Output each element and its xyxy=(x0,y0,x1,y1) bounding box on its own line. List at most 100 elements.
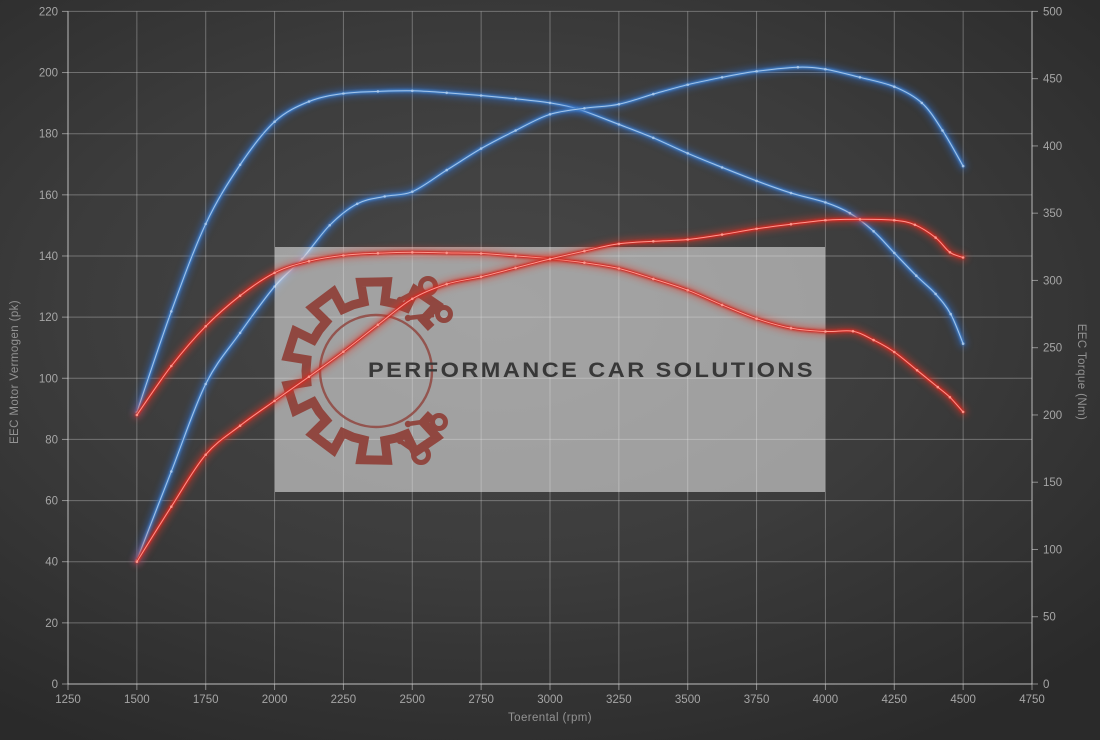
data-point-marker xyxy=(948,251,952,254)
data-point-marker xyxy=(376,323,380,327)
y-right-tick-label: 250 xyxy=(1043,343,1062,355)
y-right-tick-label: 450 xyxy=(1043,74,1062,86)
y-left-tick-label: 60 xyxy=(45,496,58,508)
x-axis-tick-label: 4500 xyxy=(950,694,976,706)
x-axis-tick-label: 3250 xyxy=(606,694,632,706)
data-point-marker xyxy=(872,230,875,233)
y-left-tick-label: 100 xyxy=(39,373,58,385)
data-point-marker xyxy=(238,424,242,428)
data-point-marker xyxy=(204,222,207,226)
data-point-marker xyxy=(720,233,724,236)
data-point-marker xyxy=(652,136,655,140)
y-left-tick-label: 80 xyxy=(45,434,58,446)
x-axis-tick-label: 1250 xyxy=(55,694,81,706)
y-left-tick-label: 220 xyxy=(39,6,58,18)
data-point-marker xyxy=(307,375,311,379)
y-right-tick-label: 300 xyxy=(1043,275,1062,287)
data-point-marker xyxy=(273,120,276,123)
y-right-tick-label: 350 xyxy=(1043,208,1062,220)
torque-curves xyxy=(132,62,968,565)
data-point-marker xyxy=(170,310,173,313)
y-left-tick-label: 0 xyxy=(52,679,58,691)
data-point-marker xyxy=(583,107,586,110)
data-point-marker xyxy=(755,227,758,231)
data-point-marker xyxy=(824,218,827,222)
data-point-marker xyxy=(686,152,689,155)
data-point-marker xyxy=(514,266,517,270)
data-point-marker xyxy=(514,254,517,258)
data-point-marker xyxy=(961,164,965,168)
data-point-marker xyxy=(445,282,449,286)
x-axis-tick-label: 2250 xyxy=(331,694,357,706)
data-point-marker xyxy=(893,350,896,354)
data-point-marker xyxy=(848,211,852,215)
data-point-marker xyxy=(652,240,655,243)
data-point-marker xyxy=(686,238,689,241)
data-point-marker xyxy=(686,288,689,292)
data-point-marker xyxy=(170,470,173,473)
y-left-tick-label: 200 xyxy=(39,68,58,80)
data-point-marker xyxy=(893,85,896,88)
data-point-marker xyxy=(824,67,827,71)
data-point-marker xyxy=(135,413,139,417)
x-axis-tick-label: 3000 xyxy=(537,694,563,706)
data-point-marker xyxy=(936,385,940,389)
data-point-marker xyxy=(583,249,586,253)
x-axis-tick-label: 3500 xyxy=(675,694,701,706)
data-point-marker xyxy=(934,292,937,296)
data-point-marker xyxy=(411,251,414,254)
data-point-marker xyxy=(514,129,517,132)
data-point-marker xyxy=(204,453,207,457)
data-point-marker xyxy=(617,102,621,106)
data-point-marker xyxy=(273,271,276,275)
data-point-marker xyxy=(445,251,449,255)
data-point-marker xyxy=(617,242,621,246)
data-point-marker xyxy=(617,267,621,270)
data-point-marker xyxy=(514,97,517,101)
data-point-marker xyxy=(948,395,952,399)
data-point-marker xyxy=(961,342,965,346)
data-point-marker xyxy=(445,168,449,172)
data-point-marker xyxy=(342,92,345,95)
data-point-marker xyxy=(273,399,276,403)
y-left-tick-label: 160 xyxy=(39,190,58,202)
data-point-marker xyxy=(824,330,827,333)
axes: 1250 1500 1750 2000 2250 2500 2750 3000 3250 3500… xyxy=(39,6,1062,706)
power-curves xyxy=(132,214,968,567)
data-point-marker xyxy=(872,338,875,342)
data-point-marker xyxy=(755,70,758,73)
y-right-tick-label: 0 xyxy=(1043,679,1049,691)
data-point-marker xyxy=(376,251,380,255)
x-axis-tick-label: 4250 xyxy=(881,694,907,706)
data-point-marker xyxy=(170,364,173,368)
data-point-marker xyxy=(720,303,724,307)
data-point-marker xyxy=(789,191,793,195)
y-left-tick-label: 140 xyxy=(39,251,58,263)
power_run2-curve xyxy=(132,214,968,567)
x-axis-tick-label: 3750 xyxy=(744,694,770,706)
data-point-marker xyxy=(238,163,242,167)
data-point-marker xyxy=(445,91,449,95)
data-point-marker xyxy=(796,65,800,69)
x-axis-title: Toerental (rpm) xyxy=(508,712,592,724)
y-right-tick-label: 150 xyxy=(1043,477,1062,489)
x-axis-tick-label: 4750 xyxy=(1019,694,1045,706)
data-point-marker xyxy=(342,350,345,354)
x-axis-tick-label: 2000 xyxy=(262,694,288,706)
y-left-tick-label: 180 xyxy=(39,129,58,141)
data-point-marker xyxy=(479,252,483,255)
data-point-marker xyxy=(913,223,917,227)
data-point-marker xyxy=(652,92,655,96)
data-point-marker xyxy=(548,257,552,261)
y-left-axis-title: EEC Motor Vermogen (pk) xyxy=(9,300,21,444)
x-axis-tick-label: 4000 xyxy=(813,694,839,706)
data-point-marker xyxy=(858,218,862,221)
data-point-marker xyxy=(355,202,359,206)
data-point-marker xyxy=(411,89,414,93)
x-axis-tick-label: 2750 xyxy=(468,694,494,706)
data-point-marker xyxy=(204,325,207,328)
data-point-marker xyxy=(328,224,332,227)
data-point-marker xyxy=(307,259,311,263)
y-right-tick-label: 400 xyxy=(1043,141,1062,153)
